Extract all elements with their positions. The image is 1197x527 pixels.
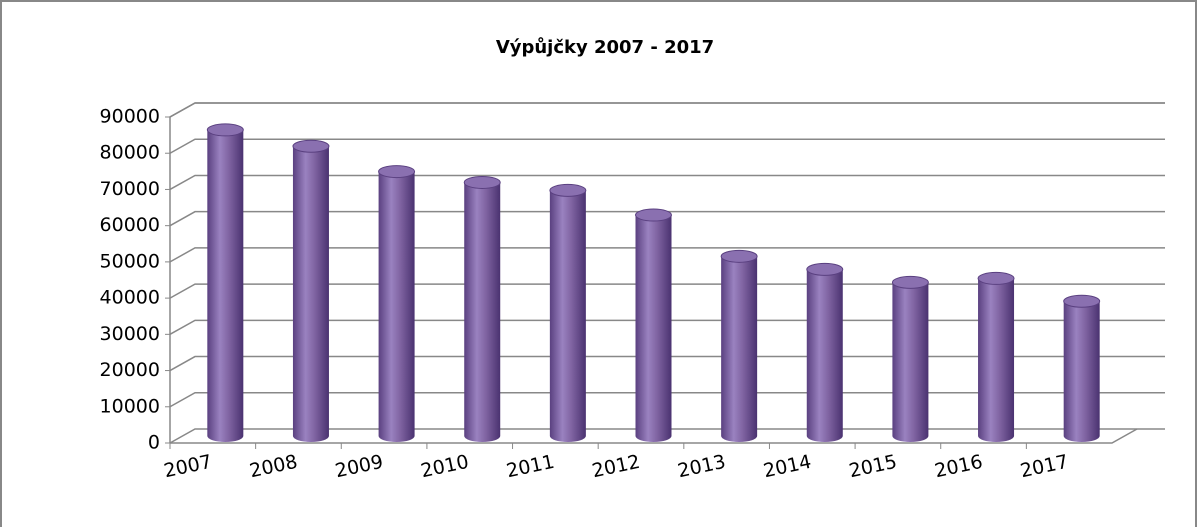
grid-line (169, 247, 1165, 263)
bar-top (549, 183, 587, 197)
bar (721, 256, 758, 443)
bar (635, 215, 672, 443)
bar (892, 282, 929, 443)
y-tick-label: 30000 (100, 323, 160, 345)
grid-line (169, 102, 1165, 118)
bar (1063, 301, 1100, 443)
bar (207, 129, 244, 443)
grid-line (169, 138, 1165, 154)
bar-top (806, 262, 844, 276)
grid-line (169, 210, 1165, 227)
y-tick-label: 90000 (100, 106, 160, 128)
bar-top (206, 123, 244, 137)
y-tick-label: 0 (148, 432, 160, 454)
y-tick-label: 50000 (100, 250, 160, 272)
bar (978, 278, 1015, 443)
y-tick-label: 80000 (100, 142, 160, 164)
y-tick-label: 60000 (100, 214, 160, 236)
bar (806, 269, 843, 443)
bar (464, 182, 501, 443)
bar-top (977, 271, 1015, 285)
bar-top (463, 175, 501, 189)
bar (549, 190, 586, 443)
y-tick-label: 10000 (100, 395, 160, 417)
bar-top (292, 139, 330, 153)
bar-top (635, 208, 672, 222)
bar-top (1063, 294, 1101, 308)
y-tick-label: 70000 (100, 178, 160, 200)
bar (378, 171, 415, 443)
bar-top (378, 165, 416, 179)
bar-top (720, 249, 758, 263)
chart-title: Výpůjčky 2007 - 2017 (496, 36, 714, 58)
y-tick-label: 20000 (100, 359, 160, 381)
grid-line (169, 174, 1165, 191)
bar (292, 146, 329, 443)
bar-top (891, 275, 929, 289)
y-tick-label: 40000 (100, 287, 160, 309)
